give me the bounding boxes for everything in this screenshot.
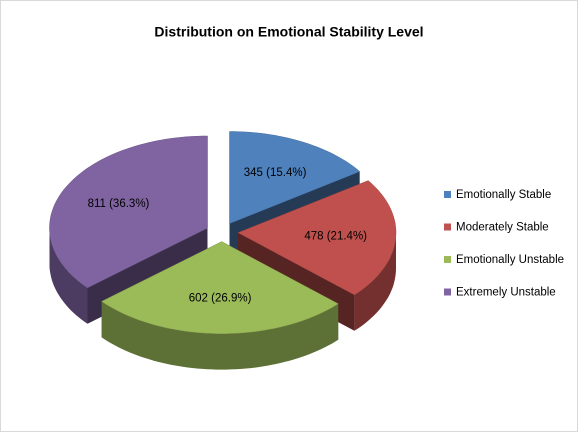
data-label: 602 (26.9%): [189, 293, 252, 305]
data-label: 345 (15.4%): [244, 167, 307, 179]
data-label: 811 (36.3%): [88, 198, 150, 210]
legend-label: Emotionally Unstable: [456, 254, 564, 266]
slice-wall: [49, 228, 88, 324]
chart-title: Distribution on Emotional Stability Leve…: [154, 24, 423, 40]
legend-label: Extremely Unstable: [456, 287, 556, 299]
slice-wall: [101, 301, 339, 370]
legend-swatch: [444, 288, 451, 296]
legend-swatch: [444, 191, 451, 198]
slice: [49, 135, 208, 289]
legend-swatch: [444, 256, 451, 263]
slice: [229, 131, 361, 224]
slice: [101, 241, 339, 334]
data-label: 478 (21.4%): [304, 231, 367, 243]
legend-label: Moderately Stable: [456, 222, 549, 234]
legend-swatch: [444, 223, 451, 231]
legend-label: Emotionally Stable: [456, 189, 551, 201]
slice-wall: [354, 232, 396, 331]
slice: [237, 180, 397, 296]
